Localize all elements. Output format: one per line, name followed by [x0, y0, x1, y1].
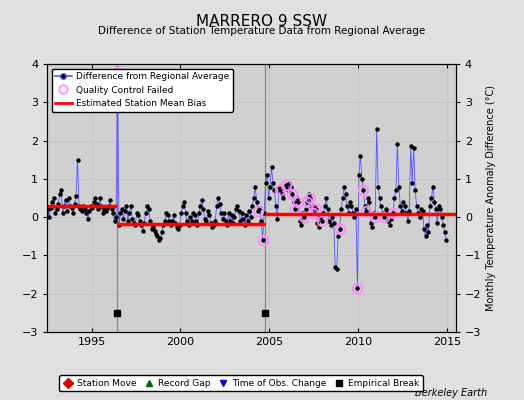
Legend: Station Move, Record Gap, Time of Obs. Change, Empirical Break: Station Move, Record Gap, Time of Obs. C…: [59, 375, 423, 392]
Text: Berkeley Earth: Berkeley Earth: [415, 388, 487, 398]
Text: Difference of Station Temperature Data from Regional Average: Difference of Station Temperature Data f…: [99, 26, 425, 36]
Text: MARRERO 9 SSW: MARRERO 9 SSW: [196, 14, 328, 29]
Legend: Difference from Regional Average, Quality Control Failed, Estimated Station Mean: Difference from Regional Average, Qualit…: [52, 68, 233, 112]
Y-axis label: Monthly Temperature Anomaly Difference (°C): Monthly Temperature Anomaly Difference (…: [486, 85, 496, 311]
